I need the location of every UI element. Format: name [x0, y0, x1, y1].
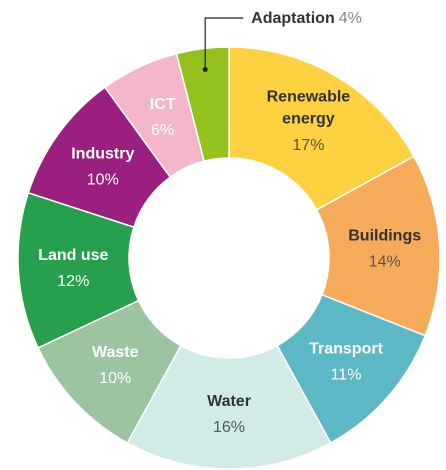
donut-segment [315, 155, 441, 337]
segment-name: Renewable energy [267, 89, 351, 128]
segment-value: 12% [57, 273, 89, 290]
segment-name: Adaptation [251, 10, 335, 27]
segment-name-line: energy [282, 111, 335, 128]
segment-name: ICT [150, 96, 176, 113]
segment-value: 17% [292, 137, 324, 154]
donut-segment [175, 46, 230, 163]
segment-name: Industry [71, 146, 134, 163]
donut-segment [126, 344, 332, 470]
outside-label: Adaptation 4% [251, 10, 362, 27]
segment-value: 14% [369, 253, 401, 270]
segment-value: 4% [339, 10, 362, 27]
leader-line [204, 17, 244, 70]
segment-name: Buildings [348, 227, 421, 244]
segment-value: 16% [213, 419, 245, 436]
segment-value: 10% [87, 172, 119, 189]
segment-name-line: Renewable [267, 89, 351, 106]
segment-name: Water [207, 393, 251, 410]
segment-value: 11% [331, 366, 362, 383]
segment-name: Transport [309, 340, 383, 357]
segment-name: Waste [92, 344, 139, 361]
segment-name: Land use [38, 247, 108, 264]
segment-value: 10% [99, 370, 131, 387]
segment-value: 6% [151, 122, 174, 139]
donut-segment [228, 46, 415, 211]
